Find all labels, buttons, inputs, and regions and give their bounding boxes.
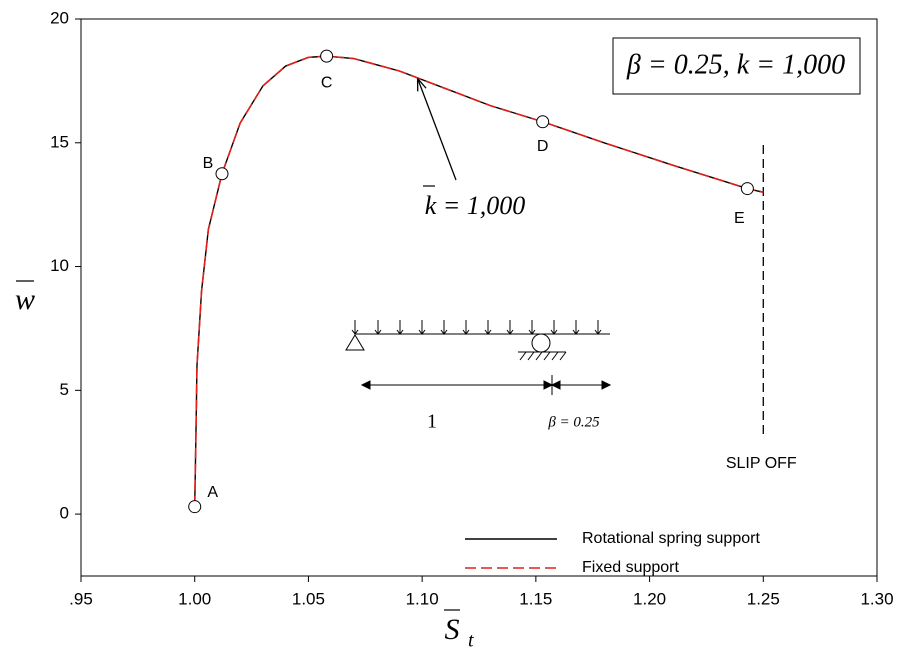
x-tick-label: 1.15 xyxy=(519,589,552,608)
x-axis-label: S xyxy=(445,613,460,646)
point-label: C xyxy=(321,74,333,91)
series-line xyxy=(193,55,764,507)
x-tick-label: 1.30 xyxy=(860,589,893,608)
legend-label: Rotational spring support xyxy=(582,530,760,547)
y-axis-label: w xyxy=(15,283,35,316)
x-tick-label: 1.10 xyxy=(406,589,439,608)
overhang-label: β = 0.25 xyxy=(547,414,600,430)
y-tick-label: 20 xyxy=(50,8,69,27)
legend-label: Fixed support xyxy=(582,559,679,576)
x-tick-label: 1.00 xyxy=(178,589,211,608)
span-label: 1 xyxy=(427,411,437,433)
annotation-text: k = 1,000 xyxy=(425,191,526,220)
annotation-arrowhead xyxy=(416,77,427,92)
point-marker xyxy=(188,500,202,514)
point-marker xyxy=(320,49,334,63)
y-tick-label: 15 xyxy=(50,132,69,151)
point-marker xyxy=(536,115,550,129)
x-tick-label: 1.05 xyxy=(292,589,325,608)
annotation-arrow xyxy=(416,78,457,181)
slip-off-label: SLIP OFF xyxy=(726,455,797,472)
point-label: B xyxy=(203,155,214,172)
x-tick-label: 1.25 xyxy=(747,589,780,608)
point-marker xyxy=(740,182,754,196)
point-label: E xyxy=(734,210,745,227)
x-tick-label: .95 xyxy=(69,589,93,608)
point-label: A xyxy=(207,484,218,501)
beam-diagram xyxy=(345,320,612,395)
point-label: D xyxy=(537,138,549,155)
y-tick-label: 10 xyxy=(50,256,69,275)
parameter-box xyxy=(612,37,861,95)
point-marker xyxy=(215,167,229,181)
x-tick-label: 1.20 xyxy=(633,589,666,608)
y-tick-label: 5 xyxy=(60,380,69,399)
x-axis-label-sub: t xyxy=(468,630,474,652)
series-line xyxy=(194,55,764,507)
parameter-text: β = 0.25, k = 1,000 xyxy=(626,49,845,80)
plot-frame xyxy=(80,18,878,577)
y-tick-label: 0 xyxy=(60,504,69,523)
